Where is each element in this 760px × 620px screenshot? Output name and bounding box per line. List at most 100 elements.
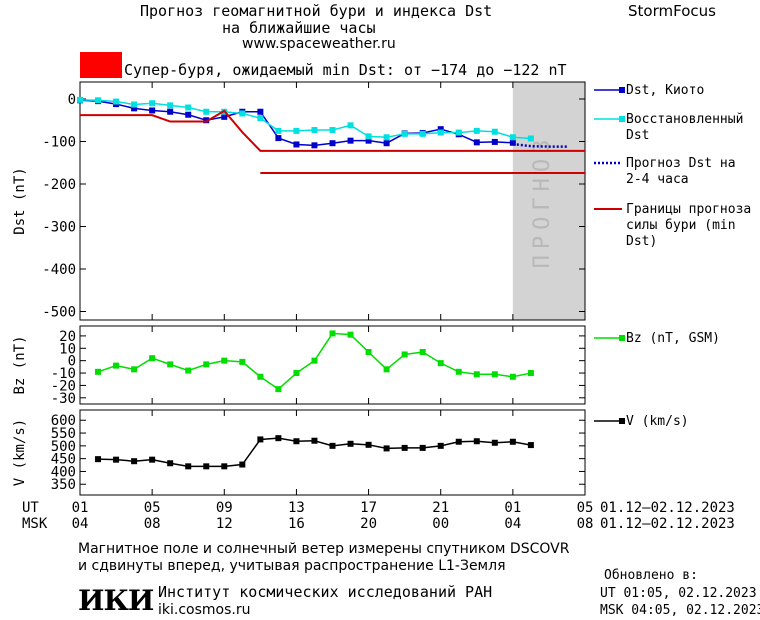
data-point xyxy=(473,438,480,445)
data-point xyxy=(509,373,516,380)
data-point xyxy=(149,100,156,107)
y-tick-label: 450 xyxy=(51,452,76,468)
msk-tick-label: 00 xyxy=(432,516,449,532)
data-point xyxy=(329,442,336,449)
data-point xyxy=(365,349,372,355)
data-point xyxy=(293,370,300,377)
data-point xyxy=(455,129,462,136)
data-point xyxy=(167,108,174,115)
data-point xyxy=(167,460,174,467)
y-axis-label: V (km/s) xyxy=(12,419,28,486)
data-point xyxy=(131,105,138,112)
data-point xyxy=(401,351,408,358)
updated-title: Обновлено в: xyxy=(604,568,698,583)
msk-tick-label: 12 xyxy=(216,516,233,532)
data-point xyxy=(113,362,120,369)
data-point xyxy=(77,96,83,103)
data-point xyxy=(437,126,444,133)
ut-tick-label: 09 xyxy=(216,500,233,516)
data-point xyxy=(383,366,390,373)
data-point xyxy=(437,442,444,449)
data-point xyxy=(185,463,192,470)
y-tick-label: -500 xyxy=(42,305,76,321)
iki-logo: ИКИ xyxy=(78,584,154,617)
panel-frame xyxy=(79,409,586,496)
data-point xyxy=(131,458,138,465)
y-tick-label: 400 xyxy=(51,464,76,480)
data-point xyxy=(383,445,390,452)
data-point xyxy=(149,355,156,362)
data-point xyxy=(275,135,282,142)
legend-label: Bz (nT, GSM) xyxy=(626,331,720,346)
msk-tick-label: 20 xyxy=(360,516,377,532)
legend-marker xyxy=(619,418,625,424)
data-point xyxy=(113,98,120,105)
data-point xyxy=(419,444,426,451)
data-point xyxy=(203,463,210,470)
msk-date-range: 01.12–02.12.2023 xyxy=(600,516,735,532)
data-point xyxy=(455,368,462,375)
legend-label: Границы прогноза силы бури (min Dst) xyxy=(626,202,751,249)
y-tick-label: 500 xyxy=(51,439,76,455)
institute-url[interactable]: iki.cosmos.ru xyxy=(158,602,251,618)
data-point xyxy=(275,386,282,393)
footer-note-line2: и сдвинуты вперед, учитывая распростране… xyxy=(78,558,506,574)
data-point xyxy=(527,135,534,142)
data-point xyxy=(167,361,174,368)
y-tick-label: -100 xyxy=(42,135,76,151)
y-tick-label: -400 xyxy=(42,262,76,278)
data-point xyxy=(185,104,192,111)
data-point xyxy=(401,444,408,451)
data-point xyxy=(239,110,246,117)
data-point xyxy=(419,130,426,137)
institute-name: Институт космических исследований РАН xyxy=(158,583,493,601)
data-point xyxy=(347,440,354,447)
legend-marker xyxy=(619,87,625,93)
brand-label: StormFocus xyxy=(628,2,716,20)
data-point xyxy=(491,138,498,145)
data-point xyxy=(95,456,102,463)
data-point xyxy=(293,141,300,148)
data-point xyxy=(275,127,282,134)
footer-note-line1: Магнитное поле и солнечный ветер измерен… xyxy=(78,541,570,557)
y-tick-label: -30 xyxy=(51,391,76,407)
legend-marker xyxy=(619,335,625,341)
data-point xyxy=(383,134,390,141)
alarm-color-box xyxy=(80,52,122,78)
chart-title: Прогноз геомагнитной бури и индекса Dst xyxy=(140,2,493,20)
data-point xyxy=(491,371,498,378)
forecast-band-label: ПРОГНОЗ xyxy=(530,134,555,269)
data-point xyxy=(257,108,264,115)
y-tick-label: -300 xyxy=(42,220,76,236)
y-tick-label: -20 xyxy=(51,378,76,394)
y-tick-label: 20 xyxy=(59,329,76,345)
data-point xyxy=(113,456,120,463)
y-axis-label: Bz (nT) xyxy=(12,335,28,394)
forecast-band xyxy=(512,82,585,320)
y-tick-label: 600 xyxy=(51,413,76,429)
y-tick-label: 0 xyxy=(68,92,76,108)
data-point xyxy=(527,442,534,449)
data-point xyxy=(293,127,300,134)
data-point xyxy=(365,137,372,144)
data-point xyxy=(203,361,210,368)
panel-frame xyxy=(79,81,586,321)
y-tick-label: 350 xyxy=(51,477,76,493)
chart-subtitle: на ближайшие часы xyxy=(222,19,376,37)
updated-msk: MSK 04:05, 02.12.2023 xyxy=(600,603,760,618)
ut-tick-label: 05 xyxy=(577,500,594,516)
msk-tick-label: 04 xyxy=(72,516,89,532)
ut-tick-label: 05 xyxy=(144,500,161,516)
data-point xyxy=(329,140,336,147)
msk-tick-label: 04 xyxy=(504,516,521,532)
data-point xyxy=(347,137,354,144)
data-point xyxy=(329,330,336,337)
data-point xyxy=(401,130,408,137)
msk-tick-label: 08 xyxy=(577,516,594,532)
y-tick-label: 550 xyxy=(51,426,76,442)
data-point xyxy=(149,456,156,463)
updated-ut: UT 01:05, 02.12.2023 xyxy=(600,586,757,601)
data-point xyxy=(383,140,390,147)
data-point xyxy=(329,127,336,134)
